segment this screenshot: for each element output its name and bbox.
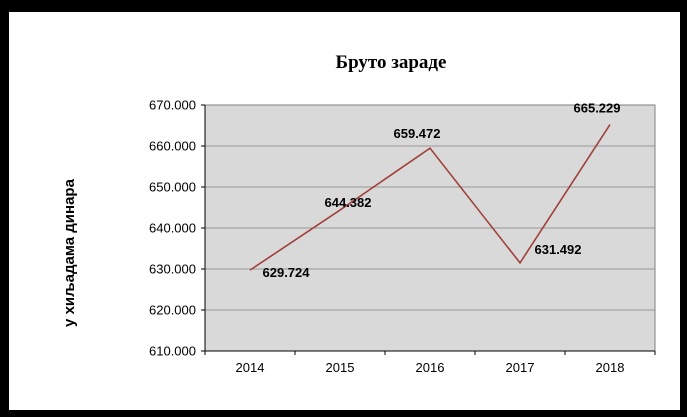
y-tick-label: 660.000 [149, 139, 196, 154]
data-label: 631.492 [535, 242, 582, 257]
x-tick-label: 2014 [236, 360, 265, 375]
x-tick-label: 2018 [596, 360, 625, 375]
chart-title: Бруто зараде [336, 52, 447, 73]
data-label: 659.472 [394, 126, 441, 141]
data-label: 665.229 [574, 101, 621, 116]
gridlines [205, 104, 655, 311]
data-label: 629.724 [263, 265, 311, 280]
x-tick-label: 2017 [506, 360, 535, 375]
x-tick-label: 2016 [416, 360, 445, 375]
y-tick-label: 610.000 [149, 344, 196, 359]
y-tick-label: 670.000 [149, 98, 196, 113]
y-tick-label: 640.000 [149, 221, 196, 236]
series [249, 124, 611, 271]
y-tick-label: 630.000 [149, 262, 196, 277]
data-label: 644.382 [325, 195, 372, 210]
y-tick-label: 620.000 [149, 303, 196, 318]
series-line [249, 124, 611, 271]
x-tick-label: 2015 [326, 360, 355, 375]
y-axis-label: у хиљадама динара [61, 178, 78, 327]
x-tick-labels: 2014 2015 2016 2017 2018 [236, 360, 625, 375]
y-tick-labels: 610.000 620.000 630.000 640.000 650.000 660.0… [149, 98, 196, 359]
y-tick-label: 650.000 [149, 180, 196, 195]
data-labels: 629.724 644.382 659.472 631.492 665.229 [263, 101, 621, 281]
axes [201, 104, 656, 355]
